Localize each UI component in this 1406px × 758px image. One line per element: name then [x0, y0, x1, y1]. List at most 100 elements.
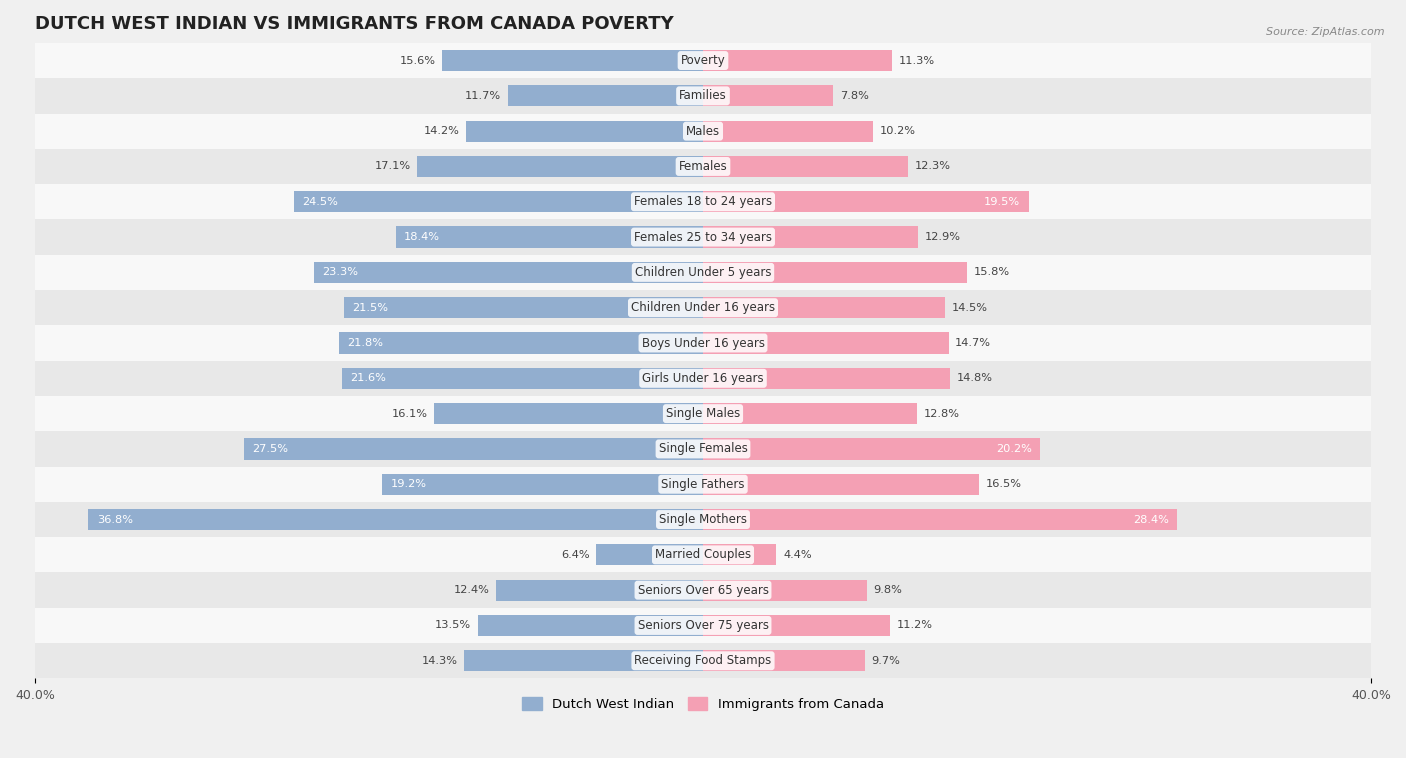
Bar	[35, 572, 1371, 608]
Bar	[496, 580, 703, 601]
Bar	[35, 608, 1371, 643]
Text: 21.5%: 21.5%	[353, 302, 388, 313]
Text: Females: Females	[679, 160, 727, 173]
Text: 12.3%: 12.3%	[915, 161, 950, 171]
Text: Single Fathers: Single Fathers	[661, 478, 745, 490]
Bar	[35, 78, 1371, 114]
Bar	[703, 191, 1029, 212]
Text: 27.5%: 27.5%	[252, 444, 288, 454]
Bar	[35, 290, 1371, 325]
Text: 9.8%: 9.8%	[873, 585, 903, 595]
Text: 12.8%: 12.8%	[924, 409, 959, 418]
Text: Families: Families	[679, 89, 727, 102]
Text: 4.4%: 4.4%	[783, 550, 811, 560]
Bar	[344, 297, 703, 318]
Bar	[418, 156, 703, 177]
Bar	[35, 114, 1371, 149]
Text: Married Couples: Married Couples	[655, 548, 751, 562]
Bar	[478, 615, 703, 636]
Bar	[465, 121, 703, 142]
Text: 18.4%: 18.4%	[404, 232, 440, 242]
Text: 11.7%: 11.7%	[465, 91, 501, 101]
Bar	[508, 85, 703, 106]
Bar	[395, 227, 703, 248]
Text: Children Under 16 years: Children Under 16 years	[631, 301, 775, 315]
Text: 15.8%: 15.8%	[973, 268, 1010, 277]
Text: 24.5%: 24.5%	[302, 197, 337, 207]
Text: 16.5%: 16.5%	[986, 479, 1021, 489]
Bar	[464, 650, 703, 672]
Bar	[703, 509, 1177, 530]
Bar	[342, 368, 703, 389]
Bar	[434, 403, 703, 424]
Text: 12.4%: 12.4%	[453, 585, 489, 595]
Bar	[89, 509, 703, 530]
Bar	[596, 544, 703, 565]
Bar	[339, 333, 703, 353]
Text: 6.4%: 6.4%	[561, 550, 589, 560]
Text: Males: Males	[686, 124, 720, 138]
Text: Single Mothers: Single Mothers	[659, 513, 747, 526]
Bar	[703, 262, 967, 283]
Text: 11.2%: 11.2%	[897, 621, 932, 631]
Bar	[35, 431, 1371, 467]
Text: 21.6%: 21.6%	[350, 373, 387, 384]
Bar	[703, 333, 949, 353]
Text: 14.5%: 14.5%	[952, 302, 988, 313]
Text: 11.3%: 11.3%	[898, 55, 935, 65]
Bar	[703, 50, 891, 71]
Text: DUTCH WEST INDIAN VS IMMIGRANTS FROM CANADA POVERTY: DUTCH WEST INDIAN VS IMMIGRANTS FROM CAN…	[35, 15, 673, 33]
Text: 28.4%: 28.4%	[1133, 515, 1168, 525]
Bar	[35, 502, 1371, 537]
Bar	[703, 615, 890, 636]
Bar	[35, 43, 1371, 78]
Text: 12.9%: 12.9%	[925, 232, 962, 242]
Text: Single Females: Single Females	[658, 443, 748, 456]
Bar	[35, 396, 1371, 431]
Bar	[703, 121, 873, 142]
Bar	[703, 368, 950, 389]
Text: Females 25 to 34 years: Females 25 to 34 years	[634, 230, 772, 243]
Bar	[35, 643, 1371, 678]
Bar	[703, 438, 1040, 459]
Text: 19.5%: 19.5%	[984, 197, 1021, 207]
Text: 10.2%: 10.2%	[880, 126, 917, 136]
Text: 16.1%: 16.1%	[391, 409, 427, 418]
Legend: Dutch West Indian, Immigrants from Canada: Dutch West Indian, Immigrants from Canad…	[516, 691, 890, 716]
Bar	[703, 156, 908, 177]
Text: 14.7%: 14.7%	[955, 338, 991, 348]
Text: Single Males: Single Males	[666, 407, 740, 420]
Text: 15.6%: 15.6%	[399, 55, 436, 65]
Text: 14.3%: 14.3%	[422, 656, 457, 666]
Text: Seniors Over 65 years: Seniors Over 65 years	[637, 584, 769, 597]
Text: 20.2%: 20.2%	[995, 444, 1032, 454]
Text: 36.8%: 36.8%	[97, 515, 132, 525]
Text: Girls Under 16 years: Girls Under 16 years	[643, 372, 763, 385]
Bar	[382, 474, 703, 495]
Text: 21.8%: 21.8%	[347, 338, 384, 348]
Text: 14.2%: 14.2%	[423, 126, 460, 136]
Bar	[314, 262, 703, 283]
Bar	[703, 227, 918, 248]
Text: Seniors Over 75 years: Seniors Over 75 years	[637, 619, 769, 632]
Bar	[35, 325, 1371, 361]
Bar	[35, 537, 1371, 572]
Text: 17.1%: 17.1%	[374, 161, 411, 171]
Text: Boys Under 16 years: Boys Under 16 years	[641, 337, 765, 349]
Text: 23.3%: 23.3%	[322, 268, 359, 277]
Text: 9.7%: 9.7%	[872, 656, 901, 666]
Bar	[703, 297, 945, 318]
Bar	[703, 403, 917, 424]
Bar	[35, 219, 1371, 255]
Bar	[35, 149, 1371, 184]
Bar	[703, 580, 866, 601]
Text: Source: ZipAtlas.com: Source: ZipAtlas.com	[1267, 27, 1385, 36]
Bar	[294, 191, 703, 212]
Bar	[703, 544, 776, 565]
Bar	[703, 474, 979, 495]
Text: Children Under 5 years: Children Under 5 years	[634, 266, 772, 279]
Text: Poverty: Poverty	[681, 54, 725, 67]
Text: 7.8%: 7.8%	[839, 91, 869, 101]
Text: Receiving Food Stamps: Receiving Food Stamps	[634, 654, 772, 667]
Bar	[35, 255, 1371, 290]
